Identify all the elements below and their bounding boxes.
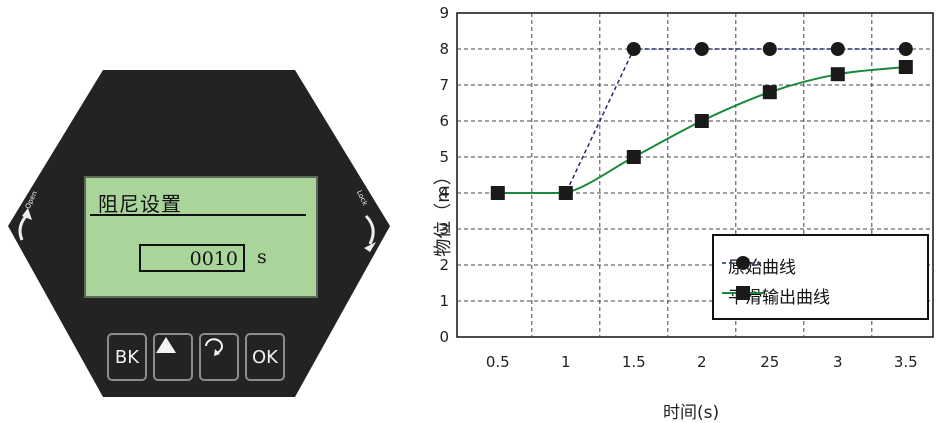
screen-title: 阻尼设置 [98,192,182,216]
x-tick-label: 25 [760,353,779,371]
line-chart: 0 1 2 3 4 5 6 7 8 9 0.5 1 1.5 2 25 3 3.5 [439,4,934,371]
y-tick-label: 1 [439,292,449,310]
y-tick-label: 3 [439,220,449,238]
y-tick-label: 0 [439,328,449,346]
x-tick-label: 1.5 [622,353,646,371]
chart-area: 0 1 2 3 4 5 6 7 8 9 0.5 1 1.5 2 25 3 3.5 物位（m） 时间(s) 原始曲… [395,0,939,423]
cycle-button[interactable] [199,333,239,381]
y-tick-label: 8 [439,40,449,58]
back-button[interactable]: BK [107,333,147,381]
x-tick-label: 2 [697,353,707,371]
x-tick-label: 1 [561,353,571,371]
rotate-arrow-icon [205,338,223,356]
data-point-square [490,186,505,200]
y-tick-label: 4 [439,184,449,202]
data-point-circle [830,42,845,56]
legend-item-raw: 原始曲线 [720,253,796,278]
data-point-circle [626,42,641,56]
x-tick-label: 3.5 [894,353,918,371]
up-button[interactable] [153,333,193,381]
data-point-square [898,60,913,74]
legend: 原始曲线 平滑输出曲线 [712,234,929,320]
y-tick-label: 2 [439,256,449,274]
unit-text: s [257,246,267,268]
ok-button[interactable]: OK [245,333,285,381]
y-tick-label: 7 [439,76,449,94]
y-axis-label: 物位（m） [432,167,454,257]
lcd-screen: 阻尼设置 0010 s [84,176,318,298]
data-point-circle [694,42,709,56]
y-tick-label: 9 [439,4,449,22]
data-point-circle [898,42,913,56]
legend-square-marker [722,286,764,300]
title-underline [90,214,306,216]
value-field[interactable]: 0010 [139,244,245,272]
legend-item-smooth: 平滑输出曲线 [720,283,830,308]
legend-circle-marker [722,256,764,270]
data-point-square [694,114,709,128]
y-tick-label: 6 [439,112,449,130]
right-curve-arrow-icon [364,214,375,245]
data-point-square [830,67,845,82]
x-axis-label: 时间(s) [663,403,720,423]
triangle-up-icon [156,337,176,353]
data-point-square [762,85,777,100]
data-point-square [626,150,641,164]
data-point-circle [762,42,777,56]
y-tick-label: 5 [439,148,449,166]
x-tick-label: 0.5 [486,353,510,371]
series-line-1 [497,66,906,194]
device-panel: Open Lock 阻尼设置 0010 s BK OK [0,0,400,421]
plot-frame [456,12,934,338]
data-point-square [558,186,573,200]
x-tick-label: 3 [833,353,843,371]
tick-labels: 0 1 2 3 4 5 6 7 8 9 0.5 1 1.5 2 25 3 3.5 [439,4,917,371]
series-layer [490,42,913,200]
value-text: 0010 [189,248,238,270]
